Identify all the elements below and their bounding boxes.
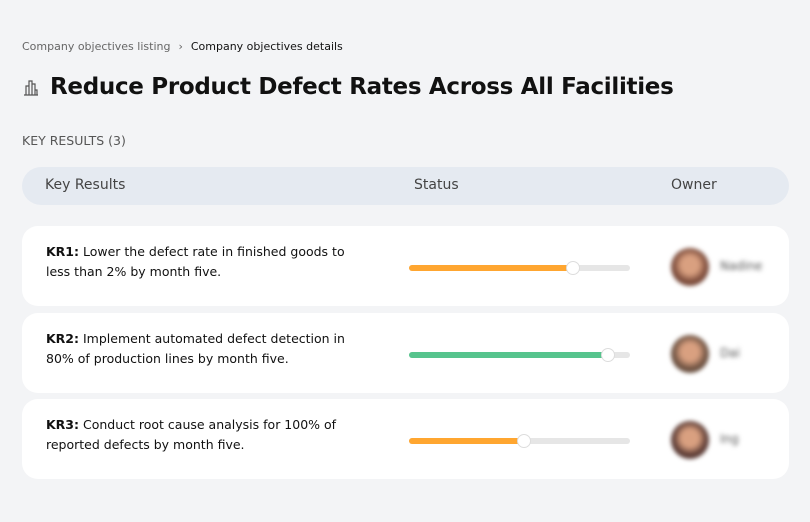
key-result-description: Conduct root cause analysis for 100% of …	[46, 417, 337, 452]
header-owner: Owner	[671, 177, 717, 193]
avatar	[671, 248, 709, 286]
progress-thumb	[565, 261, 580, 275]
owner-name: Nadine	[720, 259, 763, 273]
buildings-icon	[24, 80, 38, 96]
header-status: Status	[414, 177, 459, 193]
table-header: Key Results Status Owner	[22, 167, 789, 205]
key-result-id: KR3:	[46, 417, 80, 432]
key-result-text: KR3: Conduct root cause analysis for 100…	[46, 415, 356, 455]
key-result-id: KR2:	[46, 331, 80, 346]
progress-fill	[409, 265, 573, 271]
breadcrumb-parent-link[interactable]: Company objectives listing	[22, 40, 171, 53]
key-result-row[interactable]: KR1: Lower the defect rate in finished g…	[22, 226, 789, 306]
avatar	[671, 421, 709, 459]
key-result-id: KR1:	[46, 244, 80, 259]
chevron-right-icon: ›	[178, 40, 183, 53]
avatar	[671, 335, 709, 373]
progress-bar	[409, 434, 630, 448]
progress-bar	[409, 348, 630, 362]
progress-fill	[409, 352, 608, 358]
breadcrumb-current: Company objectives details	[190, 40, 343, 53]
progress-fill	[409, 438, 524, 444]
key-result-description: Lower the defect rate in finished goods …	[46, 244, 345, 279]
key-result-description: Implement automated defect detection in …	[46, 331, 345, 366]
header-key-results: Key Results	[45, 177, 126, 193]
owner-name: Ing	[720, 432, 739, 446]
key-result-row[interactable]: KR2: Implement automated defect detectio…	[22, 313, 789, 393]
progress-bar	[409, 261, 630, 275]
progress-thumb	[516, 434, 531, 448]
page-title-row: Reduce Product Defect Rates Across All F…	[22, 74, 674, 100]
breadcrumb: Company objectives listing › Company obj…	[22, 40, 343, 53]
key-results-count: KEY RESULTS (3)	[22, 133, 126, 148]
owner-name: Dai	[720, 346, 740, 360]
key-result-row[interactable]: KR3: Conduct root cause analysis for 100…	[22, 399, 789, 479]
key-result-text: KR1: Lower the defect rate in finished g…	[46, 242, 356, 282]
progress-thumb	[600, 348, 615, 362]
key-result-text: KR2: Implement automated defect detectio…	[46, 329, 356, 369]
page-title: Reduce Product Defect Rates Across All F…	[50, 74, 674, 100]
